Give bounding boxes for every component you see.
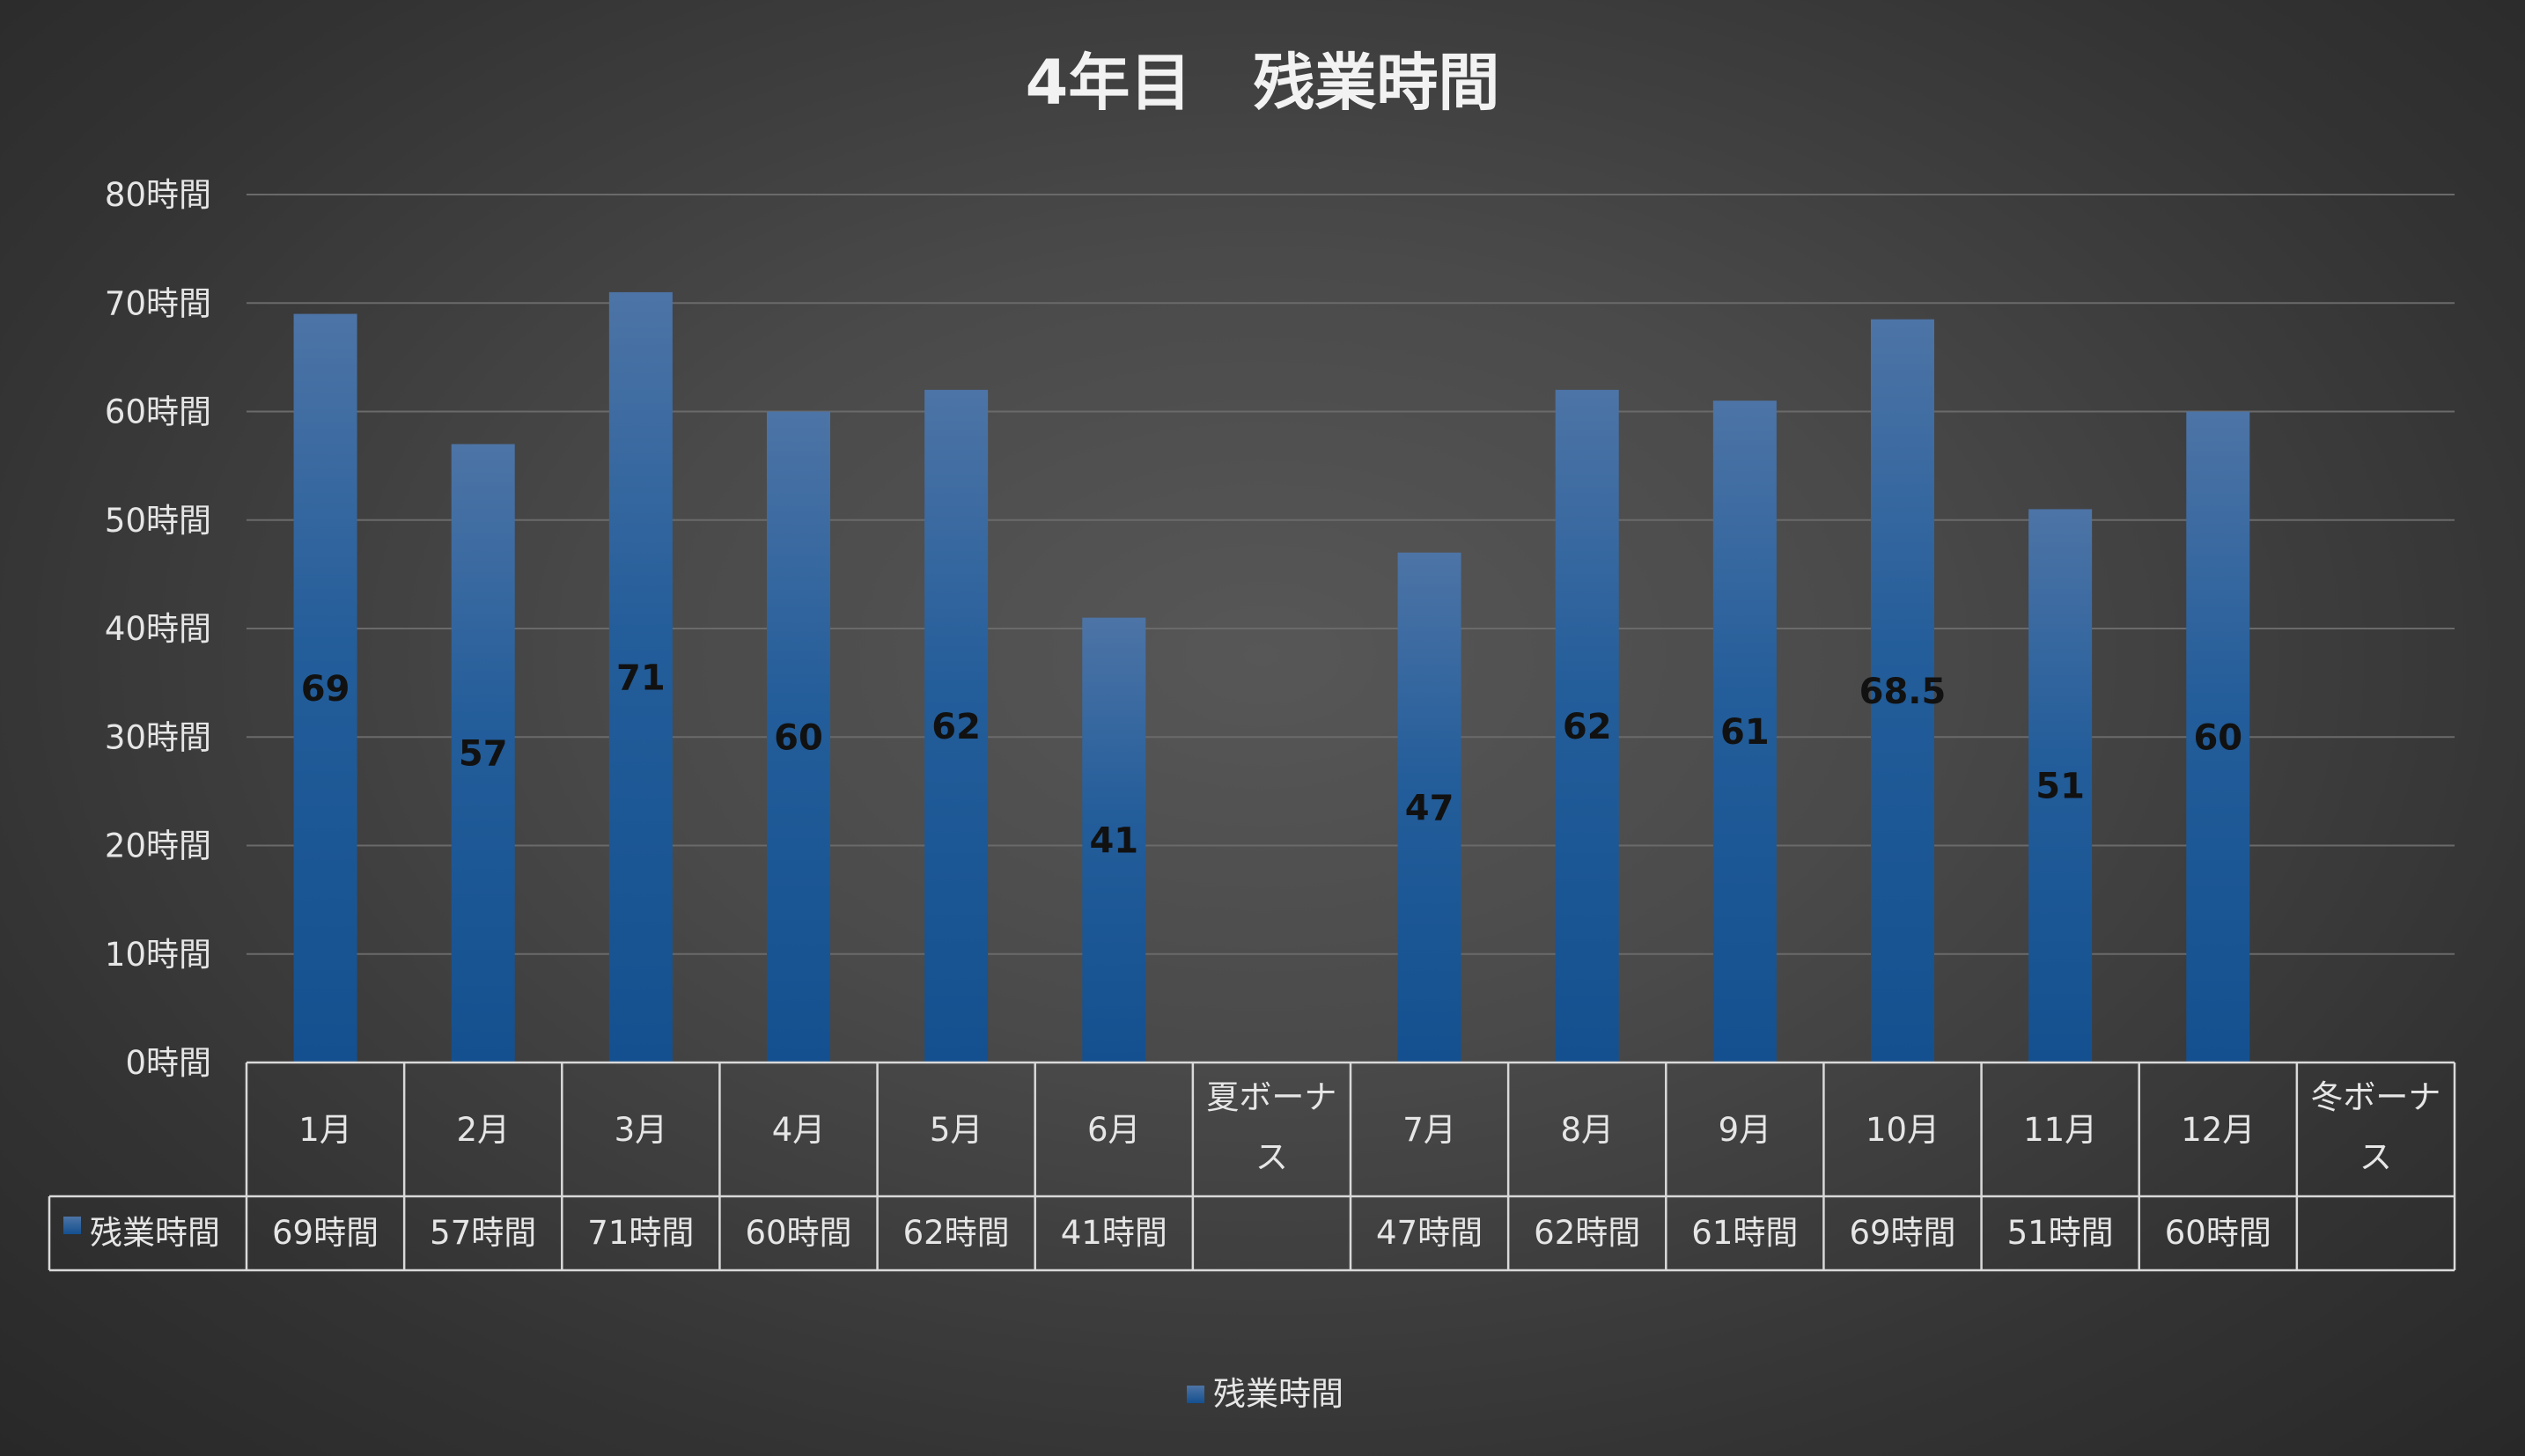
data-label: 57 [459, 734, 508, 775]
data-label: 51 [2035, 767, 2085, 807]
data-label: 69 [301, 669, 350, 710]
category-label: 冬ボーナ [2310, 1078, 2440, 1116]
bar [608, 291, 673, 1063]
bar [924, 389, 989, 1063]
data-label: 60 [774, 717, 823, 758]
category-label: ス [1255, 1138, 1288, 1176]
legend-label: 残業時間 [1213, 1375, 1343, 1413]
data-label: 41 [1089, 820, 1138, 861]
chart-title: 4年目 残業時間 [1026, 47, 1500, 119]
y-tick-label: 80時間 [105, 176, 211, 214]
data-label: 68.5 [1859, 672, 1947, 712]
category-label: 10月 [1866, 1111, 1940, 1149]
data-label: 61 [1720, 712, 1770, 753]
category-label: 6月 [1087, 1111, 1141, 1149]
table-legend-swatch [63, 1217, 81, 1234]
data-label: 62 [931, 707, 981, 747]
table-value: 69時間 [272, 1214, 379, 1252]
table-value: 41時間 [1061, 1214, 1167, 1252]
table-value: 60時間 [2165, 1214, 2271, 1252]
category-label: 2月 [456, 1111, 510, 1149]
bar [1712, 401, 1777, 1063]
data-labels: 69 57 71 60 62 41 47 62 61 68.5 51 60 [301, 658, 2242, 861]
y-axis-ticks: 0時間 10時間 20時間 30時間 40時間 50時間 60時間 70時間 80時間 [105, 176, 211, 1082]
bar [1082, 617, 1146, 1063]
table-value: 69時間 [1849, 1214, 1955, 1252]
bar [1555, 389, 1619, 1063]
y-tick-label: 70時間 [105, 284, 211, 322]
category-label: 9月 [1719, 1111, 1772, 1149]
table-series-label: 残業時間 [90, 1214, 220, 1252]
table-value: 62時間 [1534, 1214, 1640, 1252]
category-label: 1月 [298, 1111, 352, 1149]
table-value: 71時間 [587, 1214, 694, 1252]
table-value: 57時間 [430, 1214, 536, 1252]
bar [451, 444, 515, 1063]
y-tick-label: 40時間 [105, 610, 211, 648]
bars [293, 291, 2250, 1063]
bar [1871, 319, 1934, 1063]
category-label: 5月 [930, 1111, 983, 1149]
table-value: 60時間 [745, 1214, 851, 1252]
table-value: 61時間 [1691, 1214, 1798, 1252]
table-value: 62時間 [903, 1214, 1010, 1252]
bar [293, 313, 357, 1063]
data-label: 60 [2193, 717, 2242, 758]
gridlines [247, 194, 2455, 955]
legend-swatch [1187, 1386, 1204, 1403]
data-label: 71 [616, 658, 666, 698]
table-value: 51時間 [2007, 1214, 2114, 1252]
y-tick-label: 0時間 [125, 1044, 211, 1082]
category-label: 8月 [1560, 1111, 1614, 1149]
category-label: 11月 [2023, 1111, 2097, 1149]
legend: 残業時間 [1187, 1375, 1343, 1413]
category-label: 4月 [772, 1111, 826, 1149]
y-tick-label: 20時間 [105, 827, 211, 865]
bar [1397, 552, 1461, 1063]
category-label: ス [2359, 1138, 2392, 1176]
y-tick-label: 10時間 [105, 936, 211, 974]
table-value: 47時間 [1376, 1214, 1483, 1252]
data-label: 62 [1563, 707, 1612, 747]
y-tick-label: 60時間 [105, 393, 211, 431]
bar [767, 411, 830, 1063]
y-tick-label: 50時間 [105, 502, 211, 540]
bar [2028, 509, 2093, 1063]
category-label: 夏ボーナ [1206, 1078, 1336, 1116]
category-label: 3月 [615, 1111, 668, 1149]
category-label: 12月 [2181, 1111, 2255, 1149]
bar [2186, 411, 2250, 1063]
data-label: 47 [1405, 788, 1454, 828]
category-label: 7月 [1402, 1111, 1456, 1149]
y-tick-label: 30時間 [105, 718, 211, 756]
